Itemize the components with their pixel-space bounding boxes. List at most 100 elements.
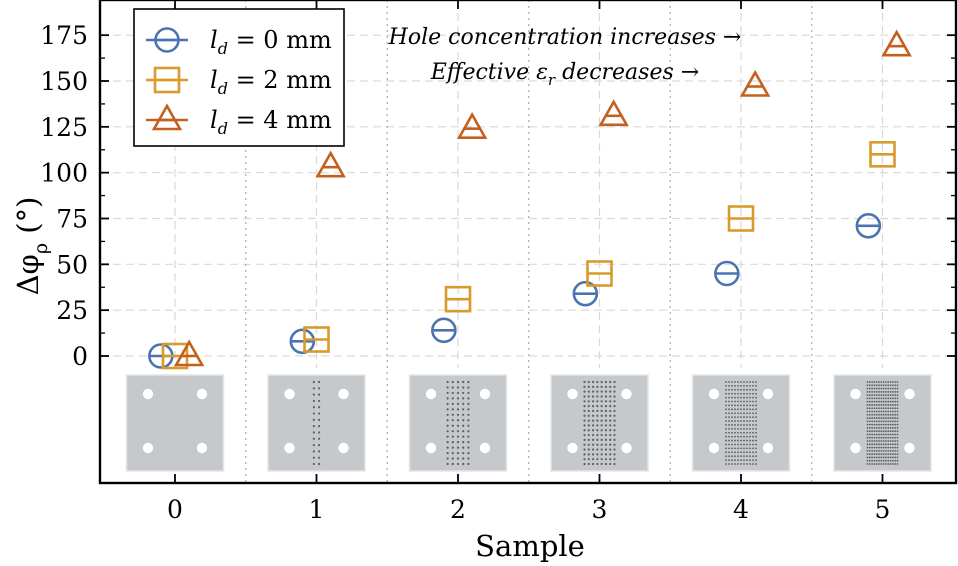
legend-marker-outline [151, 103, 183, 131]
perforation-hole [609, 453, 612, 456]
perforation-hole [875, 459, 878, 462]
perforation-hole [871, 459, 874, 462]
perforation-hole [749, 381, 751, 383]
perforation-hole [456, 435, 460, 438]
perforation-hole [887, 446, 890, 449]
perforation-hole [596, 405, 599, 408]
perforation-hole [451, 386, 454, 389]
perforation-hole [866, 430, 869, 433]
perforation-hole [731, 412, 733, 415]
perforation-hole [728, 427, 730, 430]
mounting-hole [142, 442, 154, 454]
perforation-hole [878, 446, 880, 449]
perforation-hole [743, 396, 745, 399]
perforation-hole [583, 405, 586, 408]
perforation-hole [743, 392, 745, 395]
perforation-hole [894, 397, 897, 400]
perforation-hole [880, 413, 883, 416]
perforation-hole [887, 453, 890, 456]
perforation-hole [875, 407, 878, 410]
perforation-hole [887, 423, 890, 426]
perforation-hole [878, 387, 880, 390]
perforation-hole [891, 387, 894, 390]
perforation-hole [878, 394, 880, 397]
perforation-hole [887, 410, 890, 413]
perforation-hole [743, 385, 745, 387]
perforation-hole [596, 453, 599, 456]
perforation-hole [446, 435, 449, 438]
perforation-hole [871, 407, 874, 410]
perforation-hole [604, 458, 608, 461]
perforation-hole [746, 385, 748, 387]
perforation-hole [609, 400, 612, 403]
perforation-hole [866, 423, 869, 426]
perforation-hole [467, 446, 470, 449]
perforation-hole [737, 439, 739, 442]
perforation-hole [725, 416, 727, 419]
perforation-hole [875, 381, 878, 383]
perforation-hole [868, 427, 871, 429]
perforation-hole [451, 430, 454, 433]
perforation-hole [728, 400, 730, 403]
perforation-hole [746, 431, 748, 434]
perforation-hole [885, 423, 887, 426]
grid [100, 0, 956, 368]
perforation-hole [587, 433, 590, 437]
perforation-hole [451, 397, 454, 400]
perforation-hole [591, 395, 595, 398]
perforation-hole [875, 394, 878, 397]
perforation-hole [882, 394, 885, 397]
perforation-hole [896, 413, 899, 416]
perforation-hole [894, 400, 897, 403]
perforation-hole [882, 436, 885, 439]
perforation-hole [896, 407, 899, 410]
perforation-hole [604, 405, 608, 408]
perforation-hole [312, 450, 315, 453]
perforation-hole [894, 404, 897, 406]
perforation-hole [312, 437, 315, 440]
perforation-hole [889, 440, 892, 442]
perforation-hole [446, 462, 449, 466]
legend-label-subscript: d [218, 39, 228, 58]
perforation-hole [873, 384, 876, 387]
perforation-hole [737, 455, 739, 458]
perforation-hole [734, 447, 736, 450]
perforation-hole [600, 419, 603, 422]
perforation-hole [891, 459, 894, 462]
perforation-hole [885, 381, 887, 383]
perforation-hole [871, 446, 874, 449]
perforation-hole [749, 396, 751, 399]
perforation-hole [746, 420, 748, 422]
perforation-hole [882, 407, 885, 410]
perforation-hole [743, 451, 745, 454]
perforation-hole [880, 459, 883, 462]
perforation-hole [889, 443, 892, 446]
perforation-hole [462, 380, 465, 384]
perforation-hole [885, 394, 887, 397]
perforation-hole [725, 447, 727, 450]
perforation-hole [451, 408, 454, 411]
perforation-hole [740, 381, 742, 383]
perforation-hole [868, 436, 871, 439]
perforation-hole [596, 433, 599, 437]
perforation-hole [462, 457, 465, 460]
perforation-hole [446, 424, 449, 427]
perforation-hole [737, 463, 739, 465]
mounting-hole [338, 388, 349, 400]
perforation-hole [737, 385, 739, 387]
perforation-hole [755, 459, 757, 461]
perforation-hole [866, 394, 869, 397]
perforation-hole [746, 447, 748, 450]
perforation-hole [887, 463, 890, 465]
perforation-hole [896, 440, 899, 442]
perforation-hole [583, 453, 586, 456]
perforation-hole [587, 380, 590, 384]
perforation-hole [613, 395, 616, 398]
perforation-hole [746, 404, 748, 407]
perforation-hole [731, 443, 733, 446]
perforation-hole [462, 441, 465, 444]
perforation-hole [734, 463, 736, 465]
perforation-hole [467, 391, 470, 395]
perforation-hole [889, 407, 892, 410]
perforation-hole [613, 400, 616, 403]
